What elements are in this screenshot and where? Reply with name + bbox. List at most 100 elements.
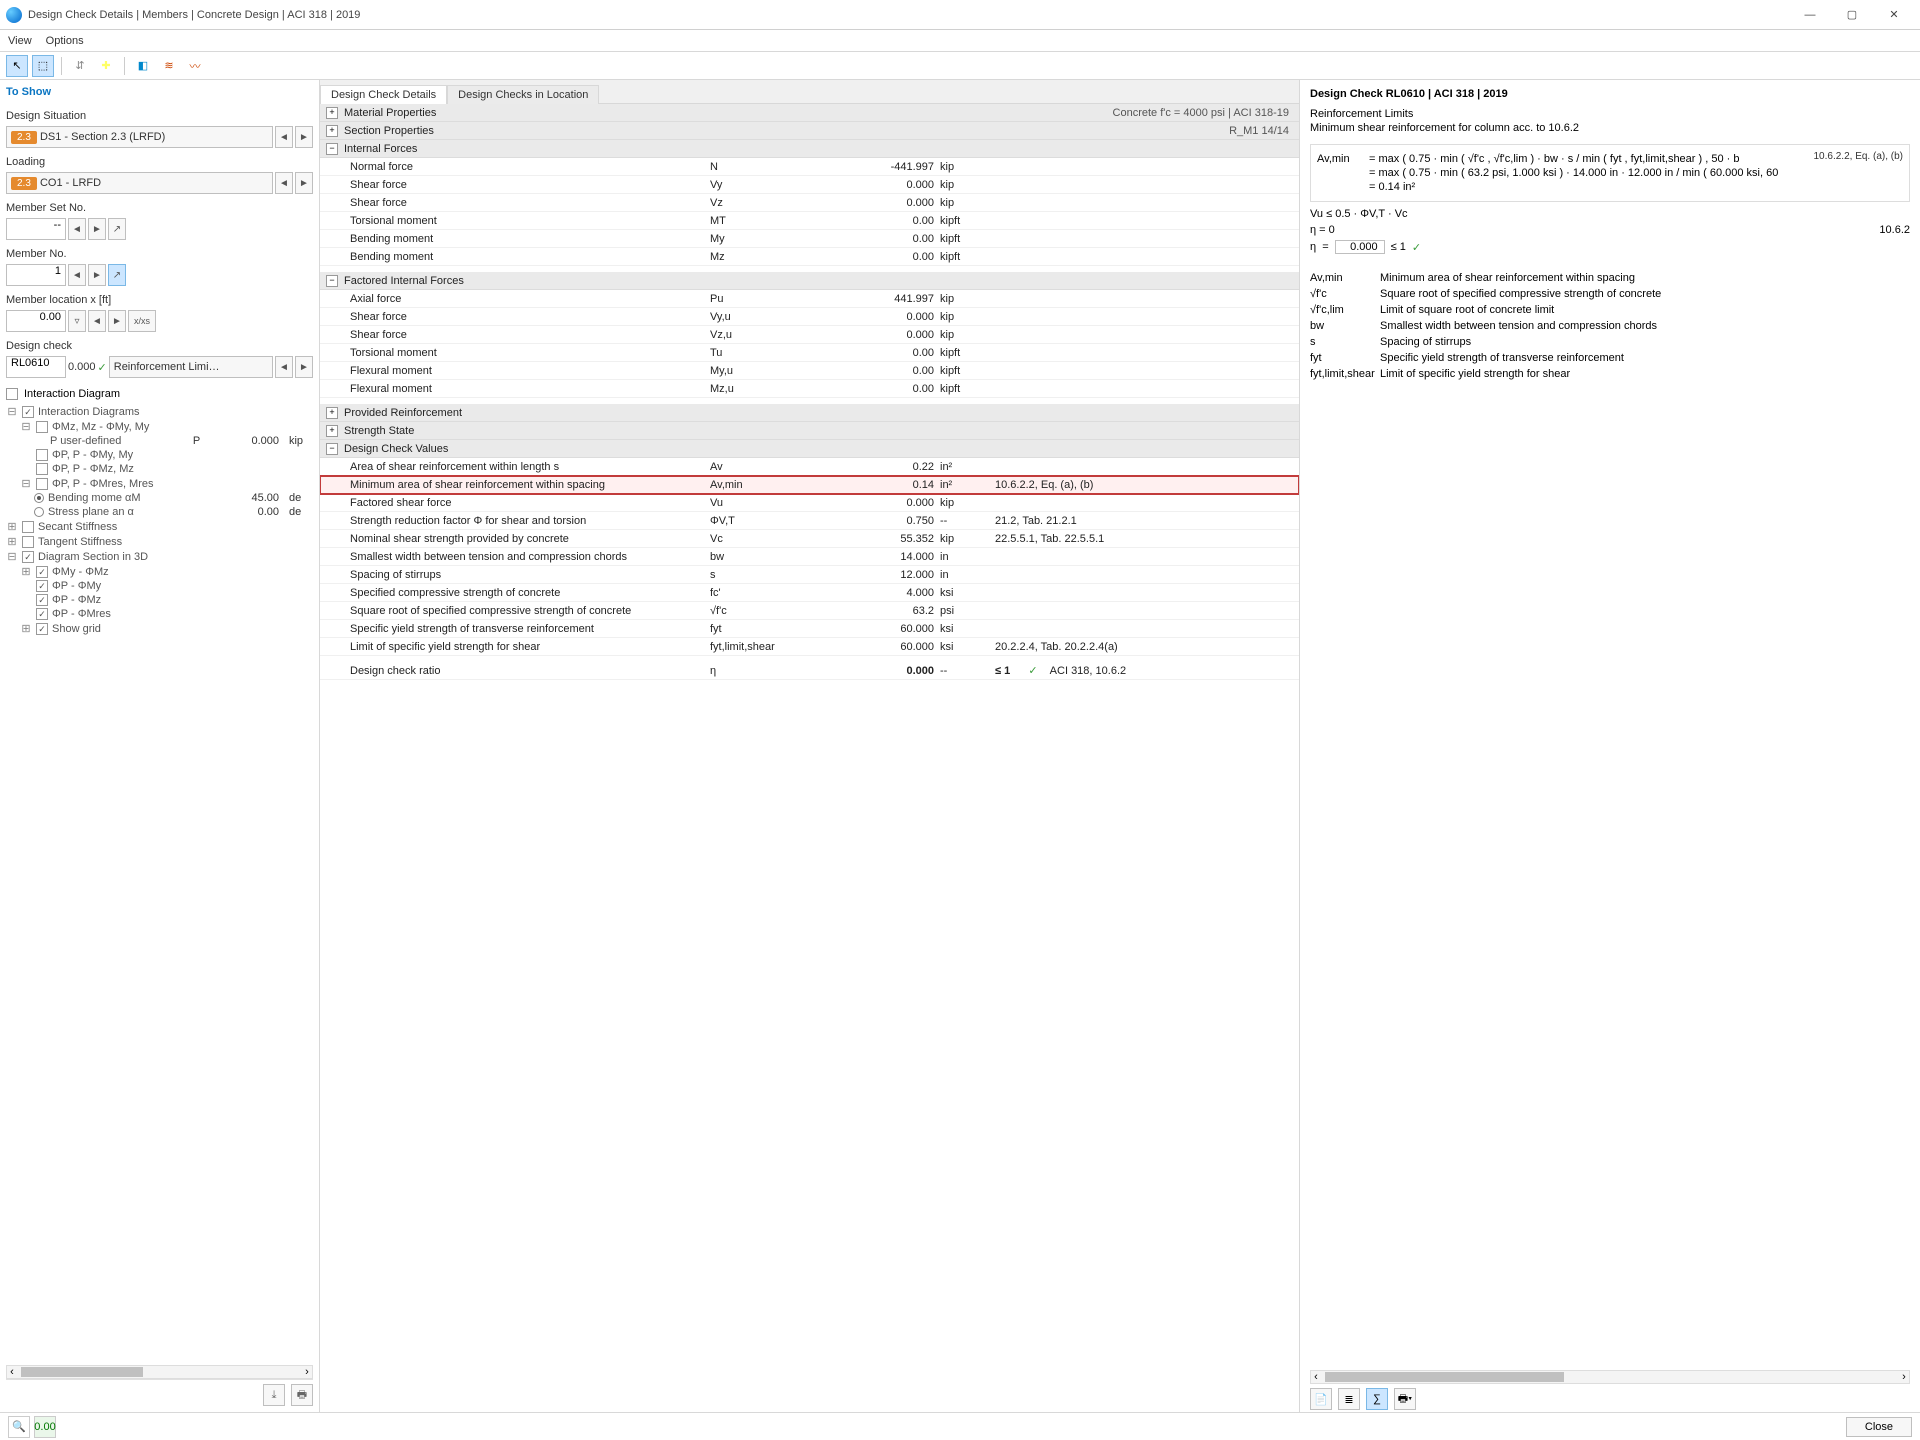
interaction-tree: ⊟Interaction Diagrams ⊟ΦMz, Mz - ΦMy, My… — [6, 404, 313, 1365]
data-row[interactable]: Torsional momentMT0.00kipft — [320, 212, 1299, 230]
tab-details[interactable]: Design Check Details — [320, 85, 447, 104]
right-title: Design Check RL0610 | ACI 318 | 2019 — [1310, 88, 1910, 100]
design-check-combo[interactable]: Reinforcement Limi… — [109, 356, 273, 378]
member-set-pick-icon[interactable]: ↗ — [108, 218, 126, 240]
member-set-input[interactable]: -- — [6, 218, 66, 240]
menu-options[interactable]: Options — [46, 35, 84, 47]
check-icon: ✓ — [98, 361, 107, 374]
formula-ref: 10.6.2.2, Eq. (a), (b) — [1814, 151, 1904, 162]
close-button[interactable]: ✕ — [1874, 2, 1914, 28]
member-loc-prev[interactable]: ◄ — [88, 310, 106, 332]
data-row[interactable]: Spacing of stirrupss12.000in — [320, 566, 1299, 584]
right-sub1: Reinforcement Limits — [1310, 108, 1910, 120]
window-title: Design Check Details | Members | Concret… — [28, 9, 1790, 21]
left-panel: To Show Design Situation 2.3 DS1 - Secti… — [0, 80, 320, 1412]
data-row[interactable]: Axial forcePu441.997kip — [320, 290, 1299, 308]
data-row[interactable]: Normal forceN-441.997kip — [320, 158, 1299, 176]
design-situation-prev[interactable]: ◄ — [275, 126, 293, 148]
left-print-icon[interactable]: 🖶 — [291, 1384, 313, 1406]
data-row[interactable]: Flexural momentMz,u0.00kipft — [320, 380, 1299, 398]
data-row[interactable]: Smallest width between tension and compr… — [320, 548, 1299, 566]
eta-result: 0.000 — [1335, 240, 1385, 254]
rb-doc-icon[interactable]: 📄 — [1310, 1388, 1332, 1410]
status-val-icon[interactable]: 0.00 — [34, 1416, 56, 1438]
maximize-button[interactable]: ▢ — [1832, 2, 1872, 28]
member-set-next[interactable]: ► — [88, 218, 106, 240]
minimize-button[interactable]: — — [1790, 2, 1830, 28]
member-no-prev[interactable]: ◄ — [68, 264, 86, 286]
member-loc-stepper[interactable]: ▿ — [68, 310, 86, 332]
data-row[interactable]: Factored shear forceVu0.000kip — [320, 494, 1299, 512]
member-no-next[interactable]: ► — [88, 264, 106, 286]
expand-icon[interactable]: + — [326, 407, 338, 419]
tab-location[interactable]: Design Checks in Location — [447, 85, 599, 104]
titlebar: Design Check Details | Members | Concret… — [0, 0, 1920, 30]
tb-cursor-icon[interactable]: ↖ — [6, 55, 28, 77]
member-loc-input[interactable]: 0.00 — [6, 310, 66, 332]
expand-icon[interactable]: + — [326, 107, 338, 119]
expand-icon[interactable]: + — [326, 425, 338, 437]
tb-select-icon[interactable]: ⬚ — [32, 55, 54, 77]
toolbar: ↖ ⬚ ⇵ ✚ ◧ ≋ 〰 — [0, 52, 1920, 80]
center-panel: Design Check Details Design Checks in Lo… — [320, 80, 1300, 1412]
data-row[interactable]: Strength reduction factor Φ for shear an… — [320, 512, 1299, 530]
rb-formula-icon[interactable]: ∑ — [1366, 1388, 1388, 1410]
data-row[interactable]: Torsional momentTu0.00kipft — [320, 344, 1299, 362]
loading-label: Loading — [6, 156, 313, 168]
design-situation-combo[interactable]: 2.3 DS1 - Section 2.3 (LRFD) — [6, 126, 273, 148]
data-row[interactable]: Bending momentMy0.00kipft — [320, 230, 1299, 248]
tb-wave-icon[interactable]: 〰 — [184, 55, 206, 77]
design-check-next[interactable]: ► — [295, 356, 313, 378]
left-export-icon[interactable]: ⤓ — [263, 1384, 285, 1406]
status-zoom-icon[interactable]: 🔍 — [8, 1416, 30, 1438]
data-row[interactable]: Flexural momentMy,u0.00kipft — [320, 362, 1299, 380]
right-hscroll[interactable]: ‹› — [1310, 1370, 1910, 1384]
left-hscroll[interactable]: ‹› — [6, 1365, 313, 1379]
design-check-code[interactable]: RL0610 — [6, 356, 66, 378]
member-no-input[interactable]: 1 — [6, 264, 66, 286]
tb-palette-icon[interactable]: ◧ — [132, 55, 154, 77]
menubar: View Options — [0, 30, 1920, 52]
loading-prev[interactable]: ◄ — [275, 172, 293, 194]
design-check-prev[interactable]: ◄ — [275, 356, 293, 378]
data-row[interactable]: Shear forceVy,u0.000kip — [320, 308, 1299, 326]
rb-list-icon[interactable]: ≣ — [1338, 1388, 1360, 1410]
right-panel: Design Check RL0610 | ACI 318 | 2019 Rei… — [1300, 80, 1920, 1412]
data-row[interactable]: Minimum area of shear reinforcement with… — [320, 476, 1299, 494]
data-row[interactable]: Square root of specified compressive str… — [320, 602, 1299, 620]
to-show-header: To Show — [6, 86, 313, 98]
formula-ref2: 10.6.2 — [1879, 224, 1910, 236]
tb-layers-icon[interactable]: ≋ — [158, 55, 180, 77]
design-situation-label: Design Situation — [6, 110, 313, 122]
close-dialog-button[interactable]: Close — [1846, 1417, 1912, 1437]
data-row[interactable]: Limit of specific yield strength for she… — [320, 638, 1299, 656]
expand-icon[interactable]: − — [326, 275, 338, 287]
member-no-pick-icon[interactable]: ↗ — [108, 264, 126, 286]
data-row[interactable]: Shear forceVy0.000kip — [320, 176, 1299, 194]
data-row[interactable]: Specific yield strength of transverse re… — [320, 620, 1299, 638]
data-row[interactable]: Specified compressive strength of concre… — [320, 584, 1299, 602]
expand-icon[interactable]: − — [326, 143, 338, 155]
expand-icon[interactable]: + — [326, 125, 338, 137]
member-set-label: Member Set No. — [6, 202, 313, 214]
tb-cross-icon[interactable]: ✚ — [95, 55, 117, 77]
member-loc-x-icon[interactable]: x/xs — [128, 310, 156, 332]
data-row[interactable]: Bending momentMz0.00kipft — [320, 248, 1299, 266]
design-check-label: Design check — [6, 340, 313, 352]
menu-view[interactable]: View — [8, 35, 32, 47]
tb-tree-icon[interactable]: ⇵ — [69, 55, 91, 77]
eta-check-icon: ✓ — [1412, 241, 1421, 254]
expand-icon[interactable]: − — [326, 443, 338, 455]
interaction-diagram-check[interactable]: Interaction Diagram — [6, 388, 313, 400]
member-set-prev[interactable]: ◄ — [68, 218, 86, 240]
eta-eq: η = 0 — [1310, 224, 1335, 236]
data-row[interactable]: Shear forceVz,u0.000kip — [320, 326, 1299, 344]
data-row[interactable]: Nominal shear strength provided by concr… — [320, 530, 1299, 548]
loading-next[interactable]: ► — [295, 172, 313, 194]
data-row[interactable]: Area of shear reinforcement within lengt… — [320, 458, 1299, 476]
data-row[interactable]: Shear forceVz0.000kip — [320, 194, 1299, 212]
loading-combo[interactable]: 2.3 CO1 - LRFD — [6, 172, 273, 194]
design-situation-next[interactable]: ► — [295, 126, 313, 148]
member-loc-next[interactable]: ► — [108, 310, 126, 332]
rb-print-icon[interactable]: 🖶▾ — [1394, 1388, 1416, 1410]
